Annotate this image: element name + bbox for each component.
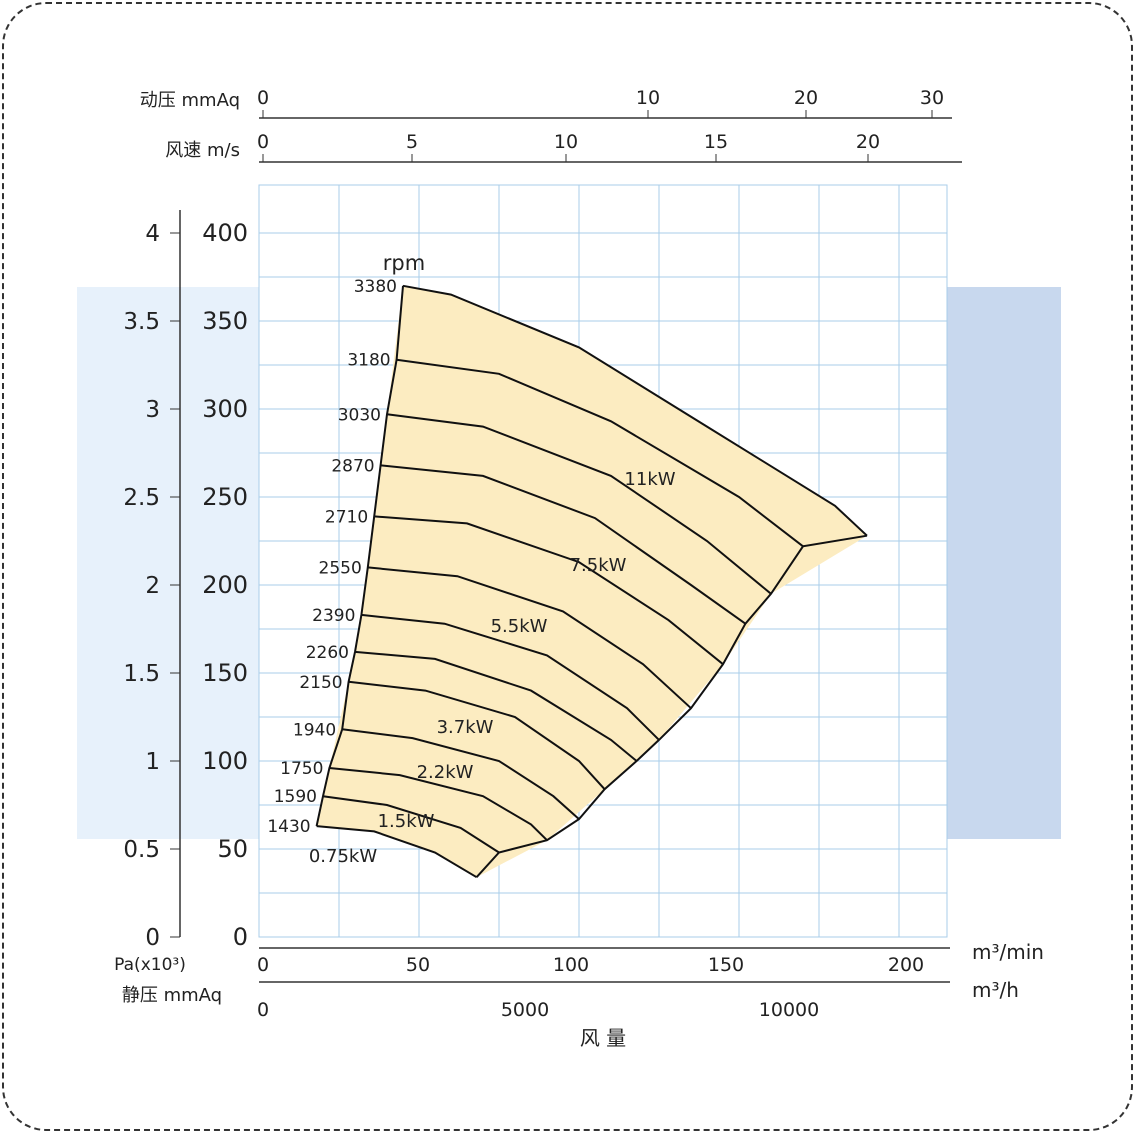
dp-tick-10: 10 <box>636 87 660 109</box>
power-label-0-75kw: 0.75kW <box>309 846 378 867</box>
sp-tick-200: 200 <box>202 571 248 599</box>
unit-m3h: m³/h <box>972 978 1019 1002</box>
rpm-curve-2150 <box>348 680 606 790</box>
rpm-curve-2390 <box>361 613 660 741</box>
rpm-label-3380: 3380 <box>354 277 397 297</box>
pa-unit-label: Pa(x10³) <box>114 955 186 975</box>
pa-tick-0: 0 <box>145 925 160 951</box>
sp-tick-100: 100 <box>202 747 248 775</box>
rpm-curve-1750 <box>329 767 548 841</box>
rpm-label-2550: 2550 <box>319 558 362 578</box>
power-band-4 <box>329 681 605 841</box>
rpm-label-2710: 2710 <box>325 507 368 527</box>
sp-tick-300: 300 <box>202 395 248 423</box>
m3min-tick-100: 100 <box>553 954 589 976</box>
m3h-tick-10000: 10000 <box>759 999 819 1021</box>
m3min-tick-50: 50 <box>406 954 430 976</box>
m3min-tick-150: 150 <box>708 954 744 976</box>
axes <box>170 110 962 983</box>
power-label-3-7kw: 3.7kW <box>437 717 494 738</box>
sp-tick-150: 150 <box>202 659 248 687</box>
rpm-label-1430: 1430 <box>267 817 310 837</box>
m3min-tick-0: 0 <box>257 954 269 976</box>
pa-tick-3.5: 3.5 <box>123 309 160 335</box>
rpm-curve-1590 <box>322 795 500 854</box>
dynamic-pressure-label: 动压 mmAq <box>140 90 240 111</box>
dp-tick-20: 20 <box>794 87 818 109</box>
power-label-2-2kw: 2.2kW <box>417 762 474 783</box>
power-band-5 <box>316 768 547 878</box>
rpm-label-1590: 1590 <box>274 787 317 807</box>
m3h-tick-5000: 5000 <box>501 999 549 1021</box>
right-panel <box>947 287 1061 839</box>
pa-tick-4: 4 <box>145 221 160 247</box>
tick-labels: 3380318030302870271025502390226021501940… <box>123 87 944 1021</box>
sp-tick-400: 400 <box>202 219 248 247</box>
rpm-label-3180: 3180 <box>347 351 390 371</box>
sp-tick-250: 250 <box>202 483 248 511</box>
power-band-1 <box>374 414 771 665</box>
air-velocity-label: 风速 m/s <box>165 140 240 161</box>
rpm-label-1940: 1940 <box>293 720 336 740</box>
rpm-curve-2870 <box>380 464 746 625</box>
pa-tick-1.5: 1.5 <box>123 661 160 687</box>
sp-tick-50: 50 <box>217 835 248 863</box>
pa-tick-1: 1 <box>145 749 160 775</box>
pa-tick-0.5: 0.5 <box>123 837 160 863</box>
left-panel <box>77 287 259 839</box>
rpm-curve-1940 <box>342 728 580 820</box>
pa-tick-3: 3 <box>145 397 160 423</box>
sp-tick-350: 350 <box>202 307 248 335</box>
vel-tick-10: 10 <box>554 131 578 153</box>
rpm-curve-2260 <box>354 650 638 762</box>
m3h-tick-0: 0 <box>257 999 269 1021</box>
vel-tick-20: 20 <box>856 131 880 153</box>
rpm-curve-3030 <box>386 413 772 595</box>
power-label-7-5kw: 7.5kW <box>570 555 627 576</box>
rpm-label-1750: 1750 <box>280 759 323 779</box>
vel-tick-15: 15 <box>704 131 728 153</box>
vel-tick-5: 5 <box>406 131 418 153</box>
rpm-curve-2550 <box>367 566 692 709</box>
power-band-0 <box>387 285 867 594</box>
power-band-2 <box>361 516 723 740</box>
pa-tick-2.5: 2.5 <box>123 485 160 511</box>
m3min-tick-200: 200 <box>888 954 924 976</box>
rpm-curves <box>315 284 868 879</box>
rpm-label-2260: 2260 <box>306 643 349 663</box>
static-pressure-label: 静压 mmAq <box>122 985 222 1006</box>
rpm-curve-1430 <box>316 825 478 879</box>
rpm-curve-3180 <box>396 358 804 548</box>
unit-m3min: m³/min <box>972 940 1044 964</box>
power-label-11kw: 11kW <box>624 469 675 490</box>
left-envelope <box>315 285 404 827</box>
rpm-label-2390: 2390 <box>312 606 355 626</box>
rpm-curve-3380 <box>402 284 868 537</box>
rpm-label-3030: 3030 <box>338 405 381 425</box>
power-label-1-5kw: 1.5kW <box>378 811 435 832</box>
rpm-label-2150: 2150 <box>299 673 342 693</box>
power-label-5-5kw: 5.5kW <box>491 616 548 637</box>
rpm-curve-2710 <box>374 515 724 665</box>
dp-tick-0: 0 <box>257 87 269 109</box>
power-bands <box>316 285 867 878</box>
vel-tick-0: 0 <box>257 131 269 153</box>
right-envelope <box>475 534 868 878</box>
x-axis-title: 风 量 <box>580 1026 626 1050</box>
rpm-label-2870: 2870 <box>331 456 374 476</box>
rpm-label: rpm <box>383 251 425 275</box>
dp-tick-30: 30 <box>920 87 944 109</box>
sp-tick-0: 0 <box>233 923 248 951</box>
pa-tick-2: 2 <box>145 573 160 599</box>
